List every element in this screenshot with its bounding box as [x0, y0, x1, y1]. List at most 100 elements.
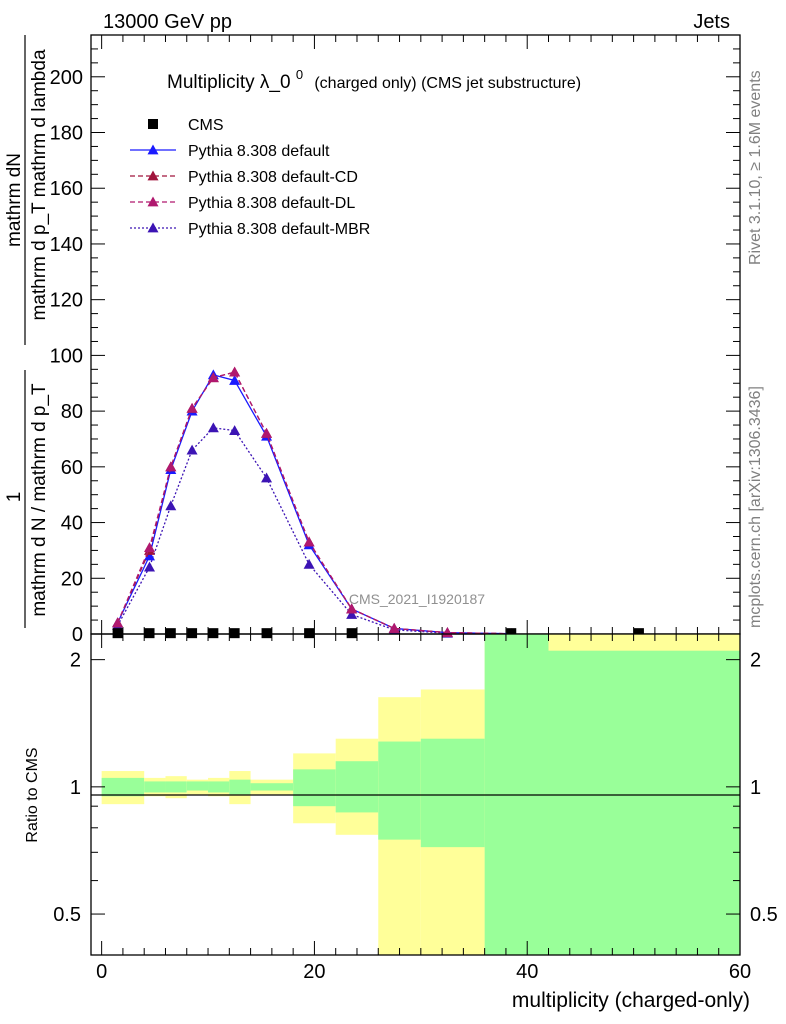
- ratio-stat-band: [335, 761, 379, 813]
- series-point: [165, 500, 177, 511]
- chart-title: Multiplicity λ_0 0 (charged only) (CMS j…: [167, 63, 581, 93]
- legend-marker: [148, 119, 158, 129]
- ratio-stat-band: [420, 738, 485, 848]
- series-point: [346, 603, 358, 614]
- series-line: [117, 374, 512, 635]
- main-y-tick-label: 100: [50, 345, 83, 367]
- series-point: [186, 402, 198, 413]
- main-y-label: 1 mathrm d N / mathrm d p_T mathrm dN ma…: [4, 35, 50, 628]
- ratio-panel: 0.5 0.5 1 1 2 2 0 20 40 60 Ratio to CMS multipli…: [24, 633, 778, 1012]
- ratio-stat-band: [229, 779, 251, 795]
- series-point: [388, 622, 400, 633]
- cms-data-point: [346, 628, 357, 639]
- series-point: [303, 536, 315, 547]
- main-y-tick-label: 40: [61, 513, 83, 535]
- legend-marker: [147, 222, 159, 233]
- series-point: [144, 542, 156, 553]
- ratio-stat-band: [165, 781, 187, 793]
- x-tick-label: 60: [729, 961, 751, 983]
- cms-data-point: [261, 628, 272, 639]
- cms-data-point: [506, 628, 517, 639]
- main-series-layer: [112, 366, 644, 639]
- legend-item: Pythia 8.308 default-MBR: [130, 221, 370, 238]
- main-y-tick-label: 200: [50, 67, 83, 89]
- series-point: [229, 374, 241, 385]
- series-point: [144, 561, 156, 572]
- legend-marker: [147, 196, 159, 207]
- ylabel-numerator-2: mathrm dN: [4, 153, 25, 247]
- legend-label: Pythia 8.308 default: [188, 143, 330, 160]
- site-label: mcplots.cern.ch [arXiv:1306.3436]: [747, 386, 764, 628]
- series-point: [165, 461, 177, 472]
- ylabel-denominator-2: mathrm d p_T mathrm d lambda: [29, 49, 50, 320]
- legend-item: CMS: [148, 117, 224, 134]
- cms-data-point: [165, 628, 176, 639]
- ratio-y-tick-label: 1: [70, 777, 81, 799]
- legend-item: Pythia 8.308 default-DL: [130, 195, 355, 212]
- ratio-y-tick-label: 0.5: [53, 904, 81, 926]
- ratio-y-label: Ratio to CMS: [24, 747, 41, 842]
- ratio-stat-band: [186, 781, 209, 791]
- x-tick-label: 0: [96, 961, 107, 983]
- legend-item: Pythia 8.308 default-CD: [130, 169, 358, 186]
- main-y-tick-label: 140: [50, 234, 83, 256]
- legend-label: CMS: [188, 117, 224, 134]
- ratio-bands: [101, 634, 740, 955]
- main-y-tick-label: 180: [50, 123, 83, 145]
- energy-label: 13000 GeV pp: [103, 11, 232, 33]
- series-0: [112, 628, 644, 639]
- x-tick-label: 40: [516, 961, 538, 983]
- legend-marker: [147, 144, 159, 155]
- legend-item: Pythia 8.308 default: [130, 143, 330, 160]
- series-line: [117, 427, 512, 635]
- cms-data-point: [633, 628, 644, 639]
- series-point: [207, 422, 219, 433]
- ylabel-denominator: mathrm d N / mathrm d p_T: [29, 383, 50, 617]
- ratio-stat-band: [144, 781, 166, 793]
- analysis-watermark: CMS_2021_I1920187: [349, 591, 485, 607]
- ratio-y-axis: 0.5 0.5 1 1 2 2: [53, 650, 778, 956]
- series-point: [229, 425, 241, 436]
- ratio-x-axis: 0 20 40 60: [96, 634, 751, 983]
- ratio-stat-band: [101, 777, 145, 797]
- main-y-tick-label: 0: [72, 624, 83, 646]
- ratio-stat-band: [548, 650, 740, 955]
- series-point: [261, 427, 273, 438]
- ratio-stat-band: [250, 783, 294, 791]
- chart-title-main: Multiplicity λ_0: [167, 72, 291, 93]
- ratio-stat-band: [208, 781, 230, 793]
- ratio-panel-frame: [90, 633, 741, 956]
- cms-data-point: [187, 628, 198, 639]
- ratio-y-tick-label-right: 0.5: [750, 904, 778, 926]
- rivet-label: Rivet 3.1.10, ≥ 1.6M events: [747, 70, 764, 265]
- ratio-y-tick-label-right: 2: [750, 650, 761, 672]
- series-point: [229, 366, 241, 377]
- cms-data-point: [112, 628, 123, 639]
- main-y-tick-label: 80: [61, 401, 83, 423]
- ratio-stat-band: [378, 741, 421, 840]
- ratio-y-tick-label: 2: [70, 650, 81, 672]
- legend-label: Pythia 8.308 default-DL: [188, 195, 355, 212]
- series-point: [144, 550, 156, 561]
- series-point: [261, 472, 273, 483]
- ylabel-numerator: 1: [4, 492, 25, 503]
- cms-data-point: [304, 628, 315, 639]
- main-panel: 0 20 40 60 80 100 120 140 160 180 200 CMS_2021_I19…: [4, 34, 741, 646]
- cms-data-point: [208, 628, 219, 639]
- legend-marker: [147, 170, 159, 181]
- main-y-tick-label: 160: [50, 178, 83, 200]
- series-line: [116, 371, 512, 635]
- ratio-stat-band: [293, 769, 336, 807]
- series-point: [207, 372, 219, 383]
- cms-data-point: [144, 628, 155, 639]
- series-point: [346, 608, 358, 619]
- main-y-axis: 0 20 40 60 80 100 120 140 160 180 200: [50, 48, 740, 646]
- series-point: [186, 444, 198, 455]
- process-label: Jets: [693, 11, 730, 33]
- main-y-tick-label: 120: [50, 290, 83, 312]
- legend-label: Pythia 8.308 default-CD: [188, 169, 358, 186]
- chart-title-superscript: 0: [296, 67, 303, 82]
- ratio-y-tick-label-right: 1: [750, 777, 761, 799]
- series-point: [303, 558, 315, 569]
- legend: CMS Pythia 8.308 default Pythia 8.308 defa…: [130, 117, 370, 238]
